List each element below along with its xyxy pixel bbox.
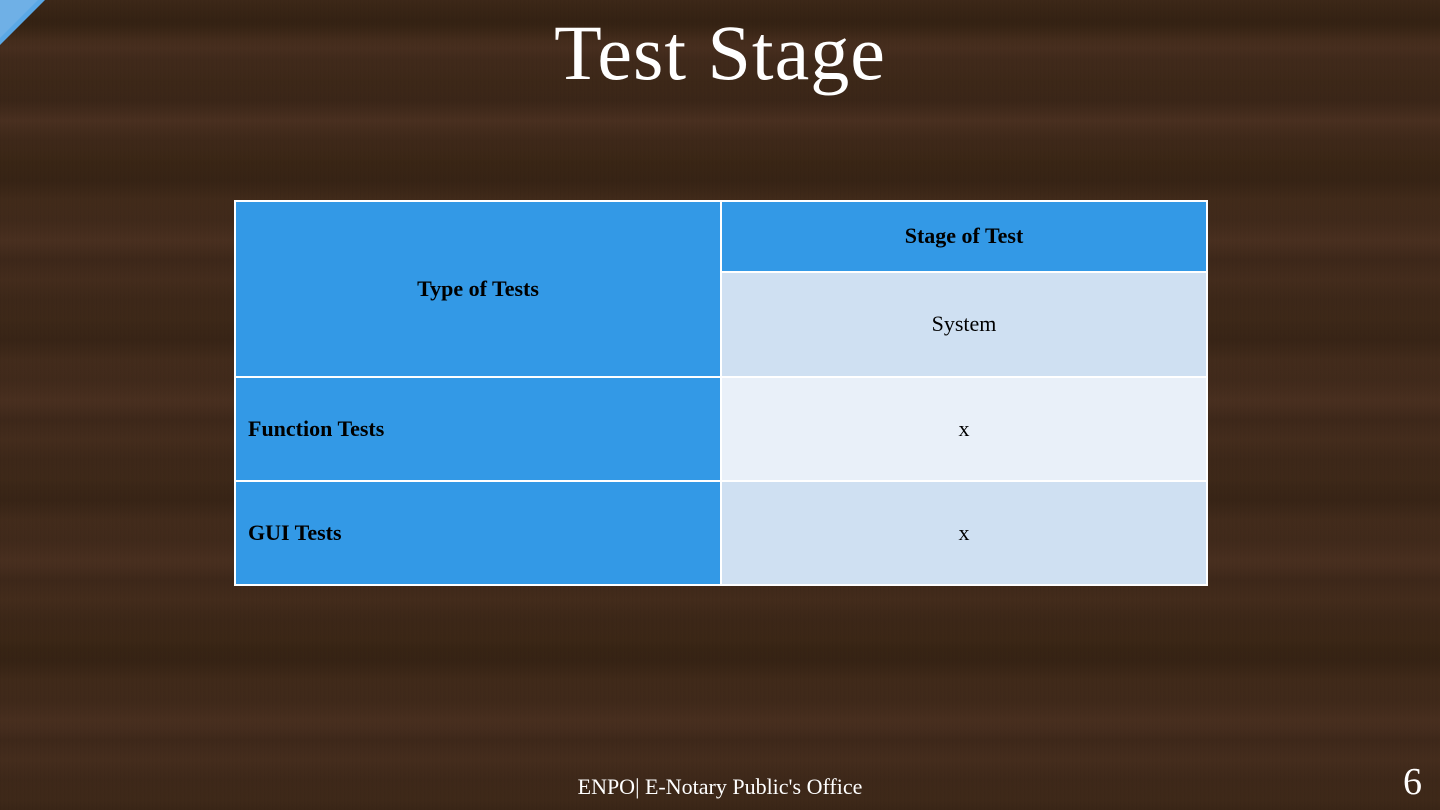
row-value-gui-tests: x bbox=[721, 481, 1207, 585]
slide-title: Test Stage bbox=[554, 8, 886, 98]
slide-footer: ENPO| E-Notary Public's Office bbox=[578, 774, 863, 800]
header-type-of-tests: Type of Tests bbox=[235, 201, 721, 377]
header-stage-of-test: Stage of Test bbox=[721, 201, 1207, 272]
row-value-function-tests: x bbox=[721, 377, 1207, 481]
test-stage-table: Type of Tests Stage of Test System Funct… bbox=[234, 200, 1208, 586]
table-header-row: Type of Tests Stage of Test bbox=[235, 201, 1207, 272]
corner-decoration bbox=[0, 0, 45, 45]
table-row: GUI Tests x bbox=[235, 481, 1207, 585]
page-number: 6 bbox=[1403, 760, 1422, 804]
row-label-function-tests: Function Tests bbox=[235, 377, 721, 481]
row-label-gui-tests: GUI Tests bbox=[235, 481, 721, 585]
table-row: Function Tests x bbox=[235, 377, 1207, 481]
table: Type of Tests Stage of Test System Funct… bbox=[234, 200, 1208, 586]
subheader-system: System bbox=[721, 272, 1207, 377]
